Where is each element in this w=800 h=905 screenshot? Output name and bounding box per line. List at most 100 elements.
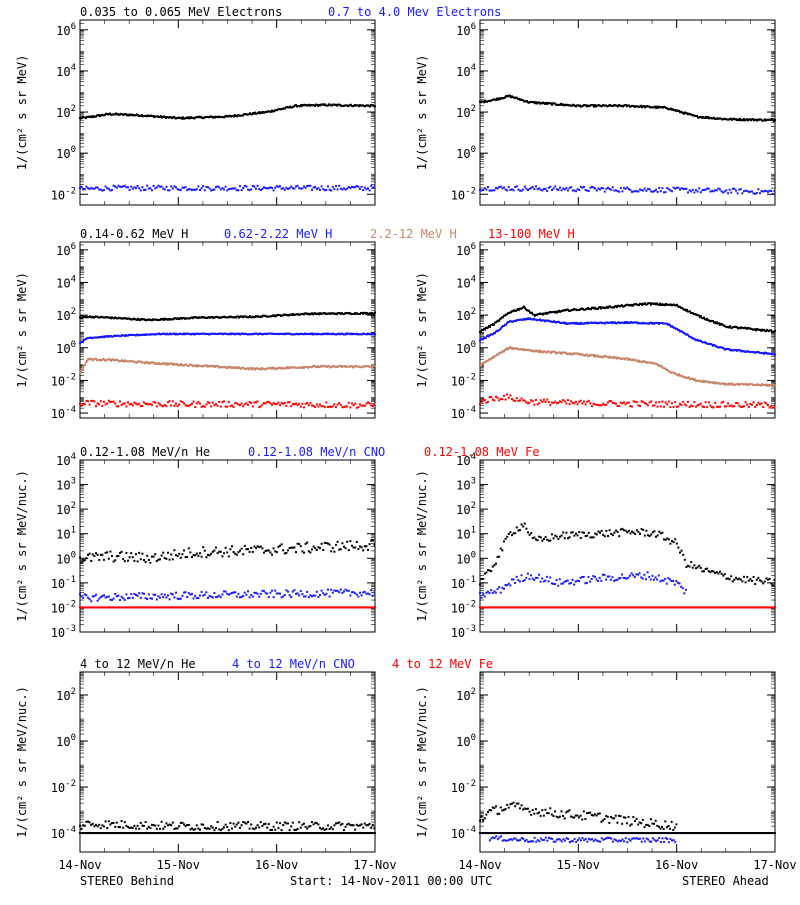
- data-point: [177, 555, 179, 557]
- data-point: [319, 404, 321, 406]
- data-point: [289, 401, 291, 403]
- data-point: [117, 555, 119, 557]
- data-point: [143, 559, 145, 561]
- data-point: [276, 403, 278, 405]
- data-point: [215, 403, 217, 405]
- data-point: [213, 550, 215, 552]
- y-tick-label: 101: [456, 526, 476, 542]
- data-point: [493, 324, 495, 326]
- data-point: [348, 590, 350, 592]
- data-point: [498, 556, 500, 558]
- data-point: [333, 403, 335, 405]
- data-point: [541, 401, 543, 403]
- data-point: [588, 532, 590, 534]
- data-point: [233, 406, 235, 408]
- data-point: [577, 403, 579, 405]
- data-point: [554, 185, 556, 187]
- data-point: [124, 402, 126, 404]
- legend-2-2: 0.62-2.22 MeV H: [224, 227, 332, 241]
- data-point: [693, 401, 695, 403]
- data-point: [180, 598, 182, 600]
- data-point: [223, 188, 225, 190]
- data-point: [529, 402, 531, 404]
- data-point: [79, 593, 81, 595]
- data-point: [229, 548, 231, 550]
- data-point: [193, 401, 195, 403]
- data-point: [143, 593, 145, 595]
- data-point: [698, 187, 700, 189]
- data-point: [202, 185, 204, 187]
- data-point: [181, 595, 183, 597]
- data-point: [570, 400, 572, 402]
- data-point: [130, 186, 132, 188]
- y-tick-label: 103: [56, 477, 76, 493]
- data-point: [119, 599, 121, 601]
- data-point: [511, 534, 513, 536]
- y-tick-label: 102: [456, 104, 476, 120]
- data-point: [329, 544, 331, 546]
- data-point: [321, 543, 323, 545]
- data-point: [146, 598, 148, 600]
- data-point: [242, 405, 244, 407]
- data-point: [594, 187, 596, 189]
- y-tick-label: 106: [56, 242, 76, 258]
- data-point: [249, 596, 251, 598]
- data-point: [250, 402, 252, 404]
- data-point: [509, 531, 511, 533]
- data-point: [567, 399, 569, 401]
- y-tick-label: 10-2: [451, 372, 476, 388]
- data-point: [95, 405, 97, 407]
- y-tick-label: 10-2: [51, 599, 76, 615]
- data-point: [237, 189, 239, 191]
- y-tick-label: 106: [56, 22, 76, 38]
- data-point: [100, 400, 102, 402]
- data-point: [761, 402, 763, 404]
- data-point: [753, 401, 755, 403]
- data-point: [316, 403, 318, 405]
- data-point: [506, 536, 508, 538]
- data-point: [335, 185, 337, 187]
- data-point: [322, 549, 324, 551]
- data-point: [561, 535, 563, 537]
- data-point: [551, 533, 553, 535]
- data-point: [708, 401, 710, 403]
- data-point: [333, 551, 335, 553]
- data-point: [557, 189, 559, 191]
- data-point: [685, 188, 687, 190]
- data-point: [369, 189, 371, 191]
- data-point: [705, 401, 707, 403]
- data-point: [234, 187, 236, 189]
- y-tick-label: 100: [56, 340, 76, 356]
- data-point: [317, 406, 319, 408]
- data-point: [199, 189, 201, 191]
- data-point: [202, 546, 204, 548]
- data-point: [285, 405, 287, 407]
- data-point: [660, 190, 662, 192]
- data-point: [346, 405, 348, 407]
- data-point: [311, 189, 313, 191]
- data-point: [305, 595, 307, 597]
- series-1: [79, 103, 376, 119]
- data-point: [129, 556, 131, 558]
- data-point: [655, 401, 657, 403]
- data-point: [271, 187, 273, 189]
- series-3: [79, 358, 376, 374]
- data-point: [549, 186, 551, 188]
- data-point: [490, 570, 492, 572]
- data-point: [300, 545, 302, 547]
- data-point: [516, 397, 518, 399]
- data-point: [327, 589, 329, 591]
- data-point: [228, 401, 230, 403]
- data-point: [349, 406, 351, 408]
- y-tick-label: 104: [456, 63, 476, 79]
- data-point: [762, 406, 764, 408]
- data-point: [372, 539, 374, 541]
- data-point: [257, 400, 259, 402]
- data-point: [300, 590, 302, 592]
- data-point: [604, 535, 606, 537]
- data-point: [289, 594, 291, 596]
- data-point: [205, 556, 207, 558]
- data-point: [362, 189, 364, 191]
- data-point: [97, 554, 99, 556]
